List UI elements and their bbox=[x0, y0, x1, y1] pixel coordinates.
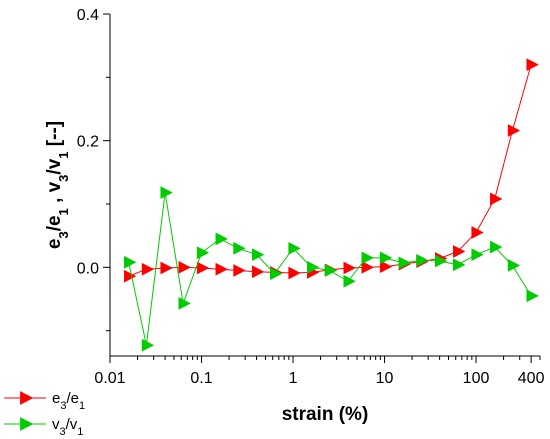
marker-e3e1 bbox=[141, 262, 155, 276]
marker-v3v1 bbox=[434, 254, 448, 268]
legend-label-v3v1: v3/v1 bbox=[52, 416, 83, 438]
marker-v3v1 bbox=[215, 232, 228, 246]
y-tick-label: 0.4 bbox=[77, 7, 99, 24]
marker-e3e1 bbox=[215, 262, 228, 276]
legend-label-e3e1: e3/e1 bbox=[52, 390, 85, 412]
marker-v3v1 bbox=[160, 186, 173, 200]
marker-e3e1 bbox=[361, 260, 374, 274]
marker-v3v1 bbox=[361, 251, 374, 265]
legend-subscript: 1 bbox=[77, 426, 83, 438]
x-axis-title: strain (%) bbox=[282, 404, 369, 425]
y-axis-title-subscript: 1 bbox=[56, 208, 71, 215]
x-tick-label: 0.1 bbox=[190, 370, 212, 387]
series-e3e1 bbox=[124, 58, 539, 283]
legend-marker-v3v1 bbox=[20, 417, 34, 431]
legend-text-part: v bbox=[52, 416, 60, 433]
legend-subscript: 1 bbox=[79, 400, 85, 412]
x-tick-label: 100 bbox=[463, 370, 490, 387]
marker-v3v1 bbox=[398, 256, 411, 270]
marker-v3v1 bbox=[471, 248, 484, 262]
marker-v3v1 bbox=[507, 259, 521, 272]
x-tick-label: 10 bbox=[376, 370, 394, 387]
marker-v3v1 bbox=[526, 289, 539, 303]
series-v3v1 bbox=[124, 186, 539, 352]
series-layer bbox=[124, 58, 539, 352]
marker-e3e1 bbox=[196, 261, 210, 275]
legend-item-e3e1: e3/e1 bbox=[4, 390, 85, 412]
y-axis-title: e3/e1 , v3/v1 [--] bbox=[44, 121, 71, 249]
marker-v3v1 bbox=[141, 338, 155, 352]
marker-e3e1 bbox=[251, 265, 265, 279]
marker-v3v1 bbox=[270, 267, 283, 281]
marker-v3v1 bbox=[379, 251, 393, 265]
y-tick-label: 0.2 bbox=[77, 134, 99, 151]
marker-e3e1 bbox=[288, 266, 301, 280]
marker-e3e1 bbox=[160, 261, 173, 275]
legend-item-v3v1: v3/v1 bbox=[4, 416, 83, 438]
legend-text-part: e bbox=[52, 390, 60, 407]
marker-v3v1 bbox=[233, 241, 246, 255]
marker-v3v1 bbox=[343, 274, 356, 288]
legend-marker-e3e1 bbox=[20, 391, 34, 405]
x-tick-label: 1 bbox=[289, 370, 298, 387]
marker-v3v1 bbox=[178, 297, 191, 310]
y-axis-title-part: , v bbox=[44, 181, 65, 208]
marker-e3e1 bbox=[124, 269, 137, 283]
y-axis-title-subscript: 3 bbox=[56, 175, 71, 182]
marker-v3v1 bbox=[490, 240, 503, 254]
legend-subscript: 3 bbox=[60, 426, 66, 438]
y-axis-title-part: /e bbox=[44, 215, 65, 231]
x-tick-label: 0.01 bbox=[94, 370, 125, 387]
marker-e3e1 bbox=[343, 261, 356, 275]
y-axis-title-group: e3/e1 , v3/v1 [--] bbox=[44, 121, 71, 249]
marker-e3e1 bbox=[471, 226, 484, 239]
marker-v3v1 bbox=[124, 255, 137, 269]
marker-e3e1 bbox=[507, 124, 521, 137]
y-axis-title-part: /v bbox=[44, 158, 65, 174]
marker-e3e1 bbox=[379, 260, 393, 274]
marker-v3v1 bbox=[196, 246, 210, 260]
series-line-e3e1 bbox=[128, 64, 532, 277]
y-axis-title-part: [--] bbox=[44, 121, 65, 152]
marker-v3v1 bbox=[307, 260, 320, 274]
y-axis-title-subscript: 1 bbox=[56, 151, 71, 158]
legend-subscript: 3 bbox=[60, 400, 66, 412]
y-tick-label: 0.0 bbox=[77, 260, 99, 277]
marker-e3e1 bbox=[178, 260, 191, 274]
marker-v3v1 bbox=[324, 264, 338, 277]
legend-text-part: /e bbox=[66, 390, 79, 407]
marker-v3v1 bbox=[251, 248, 265, 262]
marker-e3e1 bbox=[490, 192, 503, 206]
legend-text-part: /v bbox=[66, 416, 78, 433]
marker-e3e1 bbox=[526, 58, 539, 72]
y-axis-title-part: e bbox=[44, 239, 65, 250]
marker-v3v1 bbox=[453, 258, 466, 272]
marker-v3v1 bbox=[416, 253, 429, 267]
marker-e3e1 bbox=[453, 245, 466, 258]
marker-e3e1 bbox=[233, 264, 246, 277]
x-tick-label: 400 bbox=[518, 370, 545, 387]
y-axis-title-subscript: 3 bbox=[56, 231, 71, 238]
marker-v3v1 bbox=[288, 241, 301, 255]
